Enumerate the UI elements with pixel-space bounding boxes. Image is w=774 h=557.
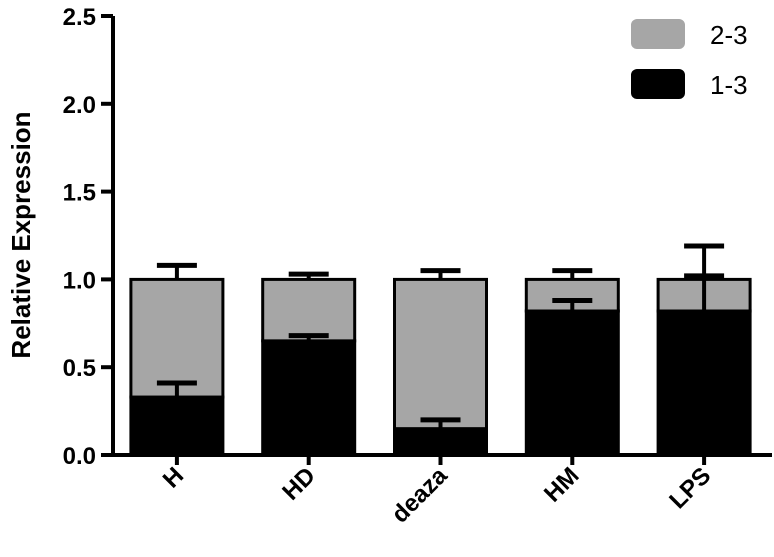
y-tick-label: 0.0 (63, 443, 96, 470)
y-axis-title: Relative Expression (6, 111, 36, 358)
error-bars (156, 243, 725, 429)
x-tick-label-HM: HM (539, 462, 584, 507)
bar-1-3-H (129, 395, 225, 457)
x-tick-label-deaza: deaza (386, 462, 453, 529)
bar-1-3-HD (261, 339, 357, 457)
bar-1-3-LPS (656, 309, 752, 457)
y-tick-label: 2.0 (63, 92, 96, 119)
x-tick-label-LPS: LPS (664, 462, 716, 514)
legend-swatch-2-3 (631, 19, 685, 49)
legend-swatch-1-3 (631, 69, 685, 99)
y-axis: 0.0 0.5 1.0 1.5 2.0 2.5 (63, 4, 115, 470)
legend-label-2-3: 2-3 (710, 20, 748, 50)
legend: 2-3 1-3 (631, 19, 748, 100)
y-tick-label: 1.5 (63, 180, 96, 207)
y-tick-label: 2.5 (63, 4, 96, 31)
y-tick-label: 0.5 (63, 355, 96, 382)
bar-1-3-deaza (393, 427, 488, 457)
x-tick-label-H: H (158, 462, 189, 493)
x-tick-labels: H HD deaza HM LPS (158, 462, 717, 529)
legend-label-1-3: 1-3 (710, 70, 748, 100)
bar-2-3-H (129, 277, 225, 399)
bar-2-3-deaza (393, 277, 488, 431)
y-tick-label: 1.0 (63, 267, 96, 294)
bar-1-3-HM (524, 309, 620, 457)
x-tick-label-HD: HD (277, 462, 321, 506)
bar-2-3-HD (261, 277, 357, 343)
